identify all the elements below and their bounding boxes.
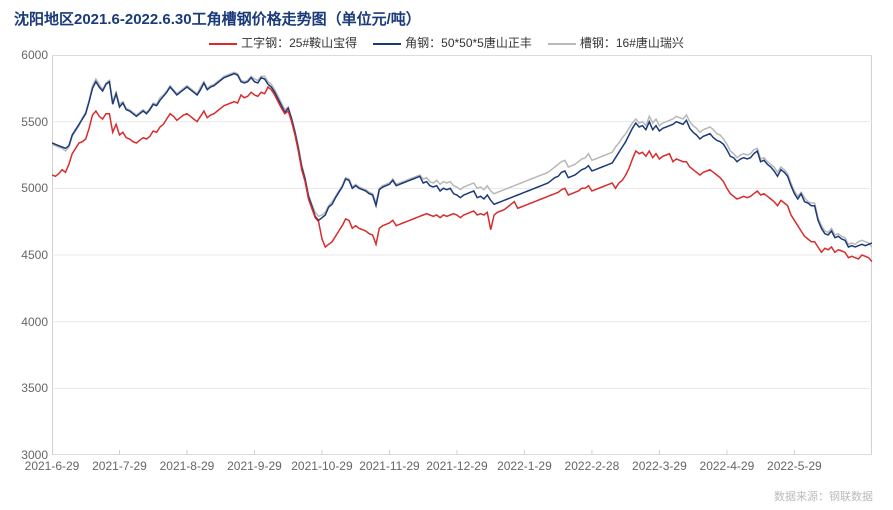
x-tick-label: 2021-6-29 [25, 459, 80, 473]
x-tick-label: 2022-3-29 [632, 459, 687, 473]
x-tick-label: 2022-4-29 [700, 459, 755, 473]
chart-container: 沈阳地区2021.6-2022.6.30工角槽钢价格走势图（单位元/吨） 工字钢… [0, 0, 893, 510]
chart-legend: 工字钢：25#鞍山宝得 角钢：50*50*5唐山正丰 槽钢：16#唐山瑞兴 [0, 34, 893, 51]
x-tick-label: 2021-9-29 [227, 459, 282, 473]
y-tick-label: 6000 [8, 48, 48, 62]
chart-title: 沈阳地区2021.6-2022.6.30工角槽钢价格走势图（单位元/吨） [14, 8, 421, 29]
x-tick-label: 2021-12-29 [426, 459, 487, 473]
y-tick-label: 4500 [8, 248, 48, 262]
y-tick-label: 4000 [8, 315, 48, 329]
legend-line-icon [373, 43, 401, 45]
legend-label: 槽钢：16#唐山瑞兴 [580, 36, 684, 50]
legend-label: 工字钢：25#鞍山宝得 [241, 36, 357, 50]
x-tick-label: 2022-5-29 [767, 459, 822, 473]
source-text: 数据来源：钢联数据 [774, 488, 873, 504]
x-tick-label: 2021-11-29 [359, 459, 420, 473]
x-tick-label: 2021-8-29 [160, 459, 215, 473]
legend-line-icon [209, 43, 237, 45]
y-tick-label: 5000 [8, 181, 48, 195]
y-tick-label: 3500 [8, 381, 48, 395]
x-tick-label: 2021-10-29 [291, 459, 352, 473]
x-tick-label: 2022-1-29 [497, 459, 552, 473]
legend-item: 角钢：50*50*5唐山正丰 [373, 34, 532, 51]
legend-label: 角钢：50*50*5唐山正丰 [405, 36, 532, 50]
x-tick-label: 2021-7-29 [92, 459, 147, 473]
x-tick-label: 2022-2-28 [565, 459, 620, 473]
y-tick-label: 5500 [8, 115, 48, 129]
legend-line-icon [548, 43, 576, 45]
legend-item: 槽钢：16#唐山瑞兴 [548, 34, 684, 51]
chart-plot [52, 55, 872, 455]
legend-item: 工字钢：25#鞍山宝得 [209, 34, 357, 51]
